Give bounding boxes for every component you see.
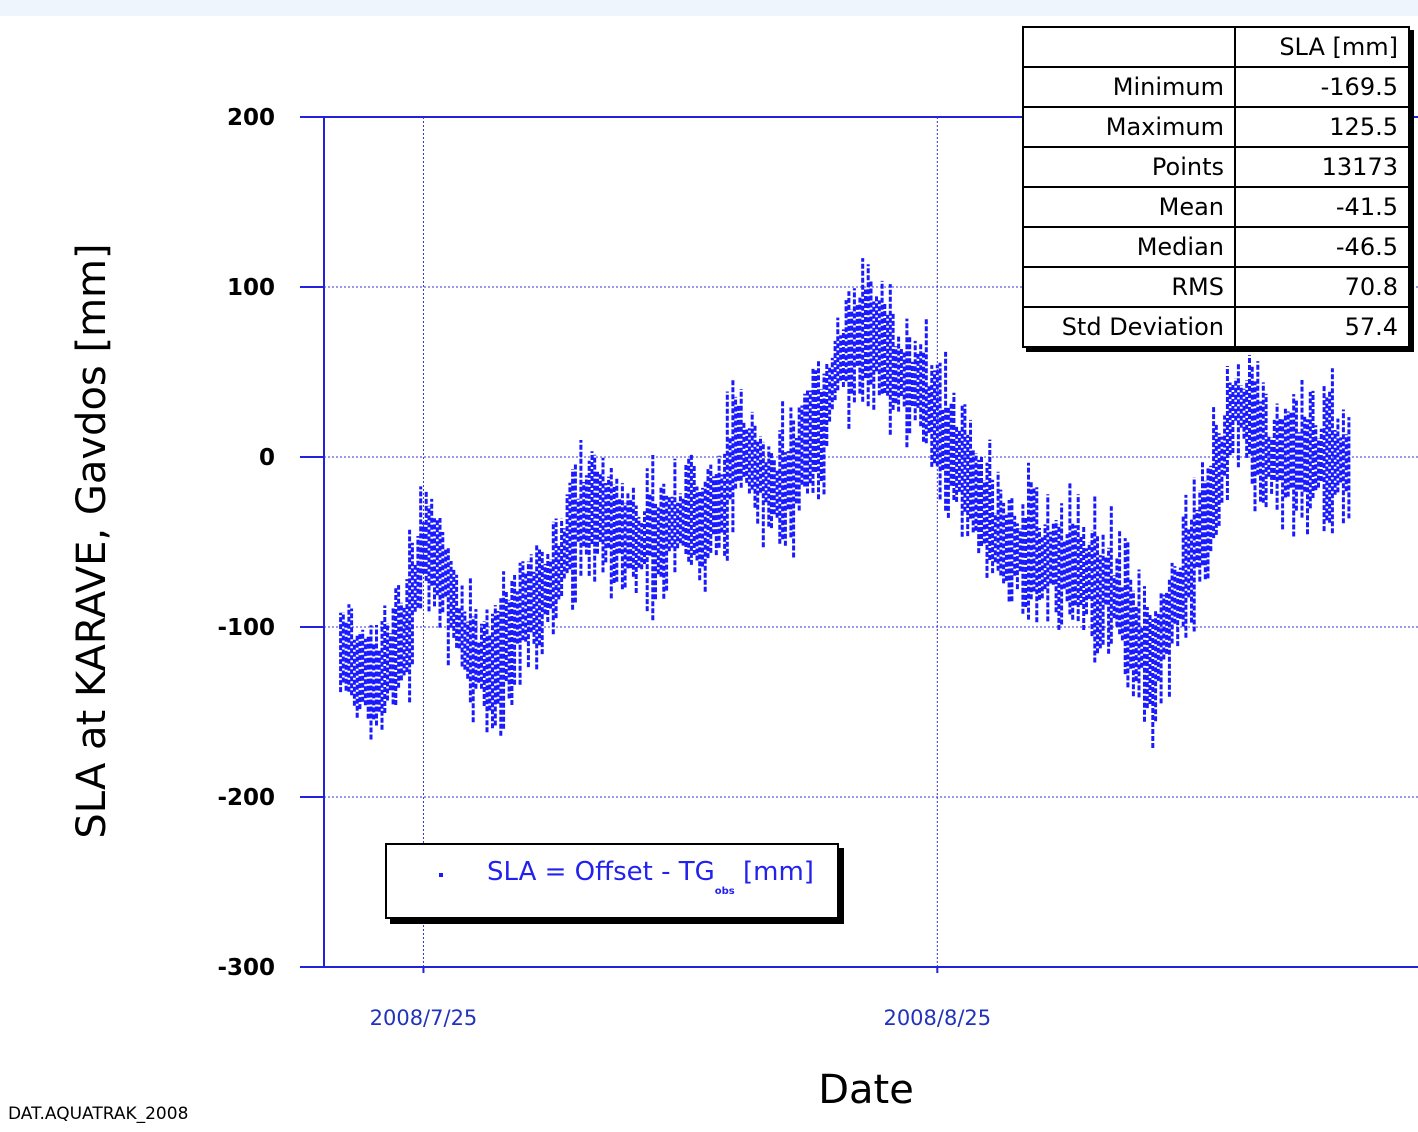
stats-header-row: SLA [mm] <box>1022 26 1410 68</box>
stats-row: RMS 70.8 <box>1022 266 1410 308</box>
y-tick-label: -300 <box>217 955 275 981</box>
series-sla <box>339 258 1351 748</box>
stats-value: 70.8 <box>1234 266 1410 308</box>
y-tick-label: -100 <box>217 615 275 641</box>
stats-label: RMS <box>1022 266 1236 308</box>
y-tick-label: 100 <box>227 275 275 301</box>
footer-caption: DAT.AQUATRAK_2008 <box>8 1104 189 1124</box>
x-tick-label: 2008/8/25 <box>883 1006 991 1030</box>
stats-label: Minimum <box>1022 66 1236 108</box>
legend-label: SLA = Offset - TGobs [mm] <box>487 857 814 897</box>
stats-label: Median <box>1022 226 1236 268</box>
stats-label: Maximum <box>1022 106 1236 148</box>
stats-value: 57.4 <box>1234 306 1410 348</box>
legend-label-unit: [mm] <box>743 857 814 887</box>
stats-value: -46.5 <box>1234 226 1410 268</box>
stats-value: -41.5 <box>1234 186 1410 228</box>
legend: SLA = Offset - TGobs [mm] <box>385 843 839 919</box>
stats-row: Mean -41.5 <box>1022 186 1410 228</box>
stats-header-cell <box>1022 26 1236 68</box>
y-axis-label: SLA at KARAVE, Gavdos [mm] <box>69 243 115 839</box>
x-tick-label: 2008/7/25 <box>370 1006 478 1030</box>
y-tick-label: 200 <box>227 105 275 131</box>
top-bar <box>0 0 1418 16</box>
stats-row: Minimum -169.5 <box>1022 66 1410 108</box>
stats-value: -169.5 <box>1234 66 1410 108</box>
y-tick-label: 0 <box>259 445 275 471</box>
y-tick-label: -200 <box>217 785 275 811</box>
stats-label: Mean <box>1022 186 1236 228</box>
legend-label-main: SLA = Offset - TG <box>487 857 715 887</box>
stats-table: SLA [mm] Minimum -169.5 Maximum 125.5 Po… <box>1022 26 1410 348</box>
stats-value: 125.5 <box>1234 106 1410 148</box>
stats-label: Points <box>1022 146 1236 188</box>
stats-row: Points 13173 <box>1022 146 1410 188</box>
stats-header-cell: SLA [mm] <box>1234 26 1410 68</box>
x-axis-label: Date <box>818 1067 914 1113</box>
legend-marker-icon <box>439 873 443 877</box>
stats-value: 13173 <box>1234 146 1410 188</box>
stats-row: Median -46.5 <box>1022 226 1410 268</box>
stats-row: Maximum 125.5 <box>1022 106 1410 148</box>
stats-row: Std Deviation 57.4 <box>1022 306 1410 348</box>
stats-label: Std Deviation <box>1022 306 1236 348</box>
legend-label-sub: obs <box>714 886 735 897</box>
